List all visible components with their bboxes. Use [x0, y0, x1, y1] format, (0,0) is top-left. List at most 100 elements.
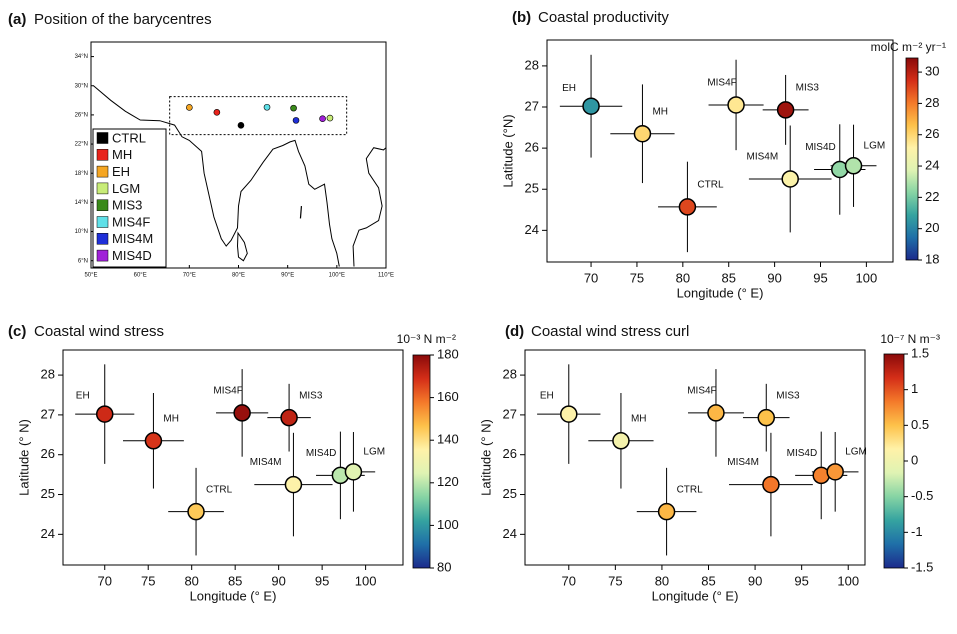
- barycentre-point: [612, 432, 630, 450]
- point-label: MIS4D: [787, 448, 818, 459]
- point-label: EH: [562, 83, 576, 94]
- colorbar-label: 10⁻³ N m⁻²: [397, 332, 456, 346]
- x-tick-label: 85: [721, 270, 735, 285]
- y-tick-label: 26: [41, 446, 55, 461]
- legend-swatch: [96, 182, 109, 195]
- colorbar-tick-label: 80: [437, 559, 451, 574]
- barycentre-point: [776, 101, 795, 119]
- colorbar-label: molC m⁻² yr⁻¹: [871, 40, 946, 54]
- colorbar: [905, 57, 919, 261]
- x-tick-label: 80: [676, 270, 690, 285]
- x-tick-label: 50°E: [84, 273, 97, 279]
- colorbar-tick-label: 22: [925, 189, 939, 204]
- y-axis-label: Latitude (° N): [478, 419, 493, 496]
- x-tick-label: 85: [228, 573, 242, 588]
- x-axis-label: Longitude (° E): [190, 588, 277, 603]
- x-tick-label: 70: [584, 270, 598, 285]
- legend-swatch: [96, 149, 109, 161]
- x-tick-label: 90°E: [281, 273, 294, 279]
- x-tick-label: 90: [767, 270, 781, 285]
- x-tick-label: 80°E: [232, 273, 245, 279]
- y-tick-label: 25: [525, 181, 539, 196]
- point-label: MIS4M: [747, 152, 779, 163]
- colorbar-tick-label: 100: [437, 517, 459, 532]
- y-tick-label: 30°N: [75, 83, 88, 89]
- barycentre-point: [781, 170, 799, 188]
- barycentre: [263, 103, 271, 111]
- x-tick-label: 100: [837, 573, 859, 588]
- colorbar-tick-label: 120: [437, 474, 459, 489]
- barycentre: [292, 117, 300, 124]
- barycentre: [326, 114, 334, 122]
- point-label: LGM: [864, 140, 886, 151]
- point-label: CTRL: [697, 180, 724, 191]
- colorbar-tick-label: 1.5: [911, 345, 929, 360]
- island: [299, 205, 303, 219]
- barycentre-point: [95, 405, 114, 423]
- point-label: EH: [540, 391, 554, 402]
- coastline: [352, 147, 387, 267]
- colorbar-tick-label: 26: [925, 126, 939, 141]
- y-tick-label: 27: [525, 98, 539, 113]
- y-tick-label: 24: [41, 526, 55, 541]
- colorbar-tick-label: 0.5: [911, 417, 929, 432]
- colorbar-tick-label: 160: [437, 389, 459, 404]
- x-tick-label: 75: [630, 270, 644, 285]
- point-label: EH: [76, 391, 90, 402]
- barycentre: [186, 104, 193, 111]
- barycentre-point: [757, 408, 776, 427]
- panel-title: Coastal wind stress: [34, 323, 164, 340]
- x-tick-label: 90: [271, 573, 285, 588]
- legend-label: MIS4F: [112, 214, 150, 229]
- barycentre: [290, 104, 297, 112]
- legend-label: MIS4D: [112, 248, 152, 263]
- colorbar-tick-label: 18: [925, 251, 939, 266]
- x-tick-label: 90: [748, 573, 762, 588]
- x-tick-label: 70°E: [183, 273, 196, 279]
- barycentre-point: [582, 97, 600, 115]
- colorbar-tick-label: 180: [437, 346, 459, 361]
- region-box: [169, 96, 348, 136]
- legend-swatch: [96, 233, 109, 245]
- barycentre: [213, 109, 221, 116]
- y-tick-label: 22°N: [75, 142, 88, 148]
- barycentre-point: [762, 475, 780, 494]
- y-tick-label: 28: [41, 367, 55, 382]
- legend-label: CTRL: [112, 130, 146, 145]
- legend-swatch: [96, 199, 109, 211]
- point-label: CTRL: [206, 484, 233, 495]
- y-axis-label: Latitude (° N): [16, 419, 31, 496]
- barycentre-point: [284, 475, 303, 494]
- colorbar-tick-label: -0.5: [911, 488, 933, 503]
- x-tick-label: 75: [608, 573, 622, 588]
- legend-label: EH: [112, 164, 130, 179]
- x-tick-label: 95: [315, 573, 329, 588]
- point-label: MIS4D: [306, 448, 337, 459]
- panel-label: (c): [8, 323, 26, 340]
- x-tick-label: 80: [184, 573, 198, 588]
- x-tick-label: 70: [98, 573, 112, 588]
- x-tick-label: 100°E: [329, 273, 345, 279]
- colorbar-tick-label: -1.5: [911, 559, 933, 574]
- barycentre-point: [344, 463, 363, 481]
- x-tick-label: 85: [701, 573, 715, 588]
- coastline: [93, 85, 340, 267]
- y-tick-label: 34°N: [75, 54, 88, 60]
- barycentre: [237, 122, 245, 129]
- y-tick-label: 10°N: [75, 229, 88, 235]
- point-label: MIS4F: [707, 78, 736, 89]
- y-tick-label: 6°N: [78, 258, 88, 264]
- barycentre-point: [233, 404, 251, 422]
- point-label: MH: [163, 413, 179, 424]
- frame: [62, 349, 404, 566]
- legend-label: MH: [112, 147, 132, 162]
- x-axis-label: Longitude (° E): [652, 588, 739, 603]
- x-tick-label: 95: [794, 573, 808, 588]
- x-tick-label: 110°E: [378, 273, 394, 279]
- y-tick-label: 28: [525, 57, 539, 72]
- barycentre-point: [560, 405, 578, 423]
- colorbar: [883, 353, 905, 569]
- colorbar-tick-label: 20: [925, 220, 939, 235]
- point-label: MIS4D: [805, 142, 836, 153]
- point-label: MH: [652, 106, 668, 117]
